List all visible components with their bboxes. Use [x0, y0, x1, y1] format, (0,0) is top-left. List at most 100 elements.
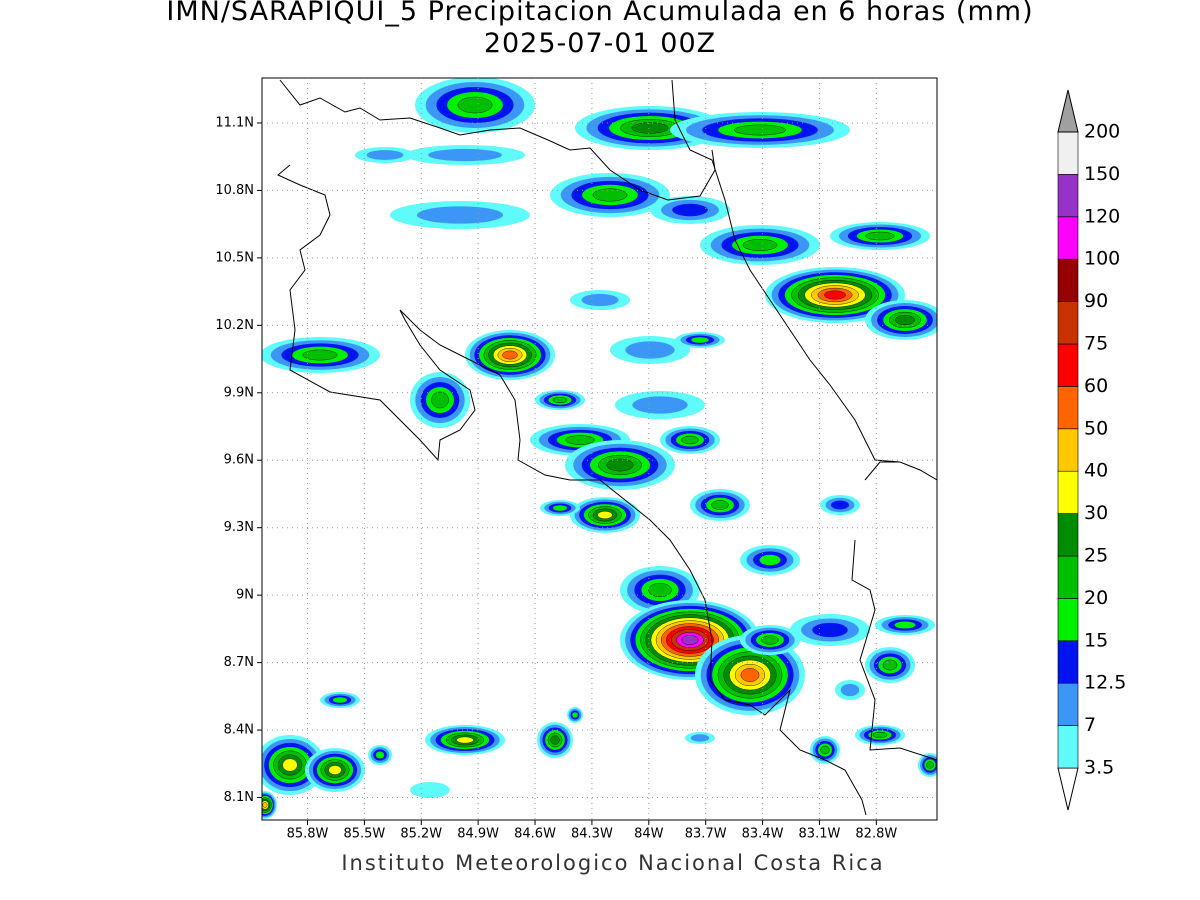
- coastline: [671, 79, 937, 481]
- y-tick-label: 10.2N: [215, 318, 254, 333]
- precip-contour: [894, 621, 916, 629]
- coastline: [864, 461, 900, 481]
- colorbar-label: 40: [1084, 460, 1108, 482]
- precip-contour: [552, 396, 568, 404]
- precip-contour: [550, 735, 560, 745]
- precip-contour: [691, 337, 709, 343]
- precip-contour: [831, 500, 849, 510]
- colorbar: 3.5 7 12.5 15 20 25 30 40 50 60 75 90 100 120 150 200: [1057, 89, 1126, 811]
- x-tick-label: 83.4W: [742, 827, 784, 842]
- colorbar-label: 60: [1084, 375, 1108, 397]
- precip-contour: [302, 349, 338, 361]
- colorbar-below: [1057, 767, 1079, 811]
- y-tick-label: 9N: [236, 588, 254, 603]
- colorbar-box: [1057, 470, 1079, 514]
- precip-contour: [502, 350, 518, 360]
- colorbar-above: [1057, 89, 1079, 133]
- precip-contour: [328, 765, 342, 775]
- colorbar-box: [1057, 555, 1079, 599]
- precip-contour: [428, 148, 502, 162]
- y-tick-label: 8.1N: [224, 790, 254, 805]
- precip-contour: [553, 505, 567, 511]
- y-tick-label: 9.3N: [224, 520, 254, 535]
- colorbar-label: 12.5: [1084, 672, 1126, 694]
- colorbar-label: 15: [1084, 629, 1108, 651]
- colorbar-label: 30: [1084, 502, 1108, 524]
- colorbar-label: 90: [1084, 290, 1108, 312]
- footer: Instituto Meteorologico Nacional Costa R…: [341, 851, 884, 875]
- precip-contour: [631, 122, 669, 134]
- y-tick-label: 11.1N: [215, 115, 254, 130]
- precip-contour: [681, 635, 699, 645]
- colorbar-box: [1057, 513, 1079, 557]
- precip-contour: [740, 668, 760, 682]
- y-tick-label: 10.5N: [215, 250, 254, 265]
- y-tick-label: 9.9N: [224, 385, 254, 400]
- colorbar-label: 120: [1084, 205, 1120, 227]
- map-frame: [261, 77, 938, 821]
- precip-contour: [648, 582, 672, 598]
- y-tick-label: 10.8N: [215, 183, 254, 198]
- colorbar-box: [1057, 598, 1079, 642]
- precip-contour: [820, 745, 830, 755]
- colorbar-box: [1057, 216, 1079, 260]
- precip-contour: [366, 150, 404, 160]
- precip-contour: [625, 341, 675, 359]
- colorbar-label: 50: [1084, 417, 1108, 439]
- precip-field: [262, 78, 937, 819]
- colorbar-box: [1057, 301, 1079, 345]
- axes: 85.8W 85.5W 85.2W 84.9W 84.6W 84.3W 84W 83.7W 83…: [215, 78, 937, 842]
- colorbar-box: [1057, 725, 1079, 769]
- precip-contour: [895, 314, 915, 326]
- x-tick-label: 82.8W: [855, 827, 897, 842]
- x-tick-label: 83.1W: [799, 827, 841, 842]
- precip-contour: [840, 683, 860, 697]
- precip-contour: [606, 458, 634, 472]
- colorbar-box: [1057, 640, 1079, 684]
- x-tick-label: 83.7W: [685, 827, 727, 842]
- precip-contour: [690, 734, 710, 742]
- x-tick-label: 84.6W: [514, 827, 556, 842]
- precip-contour: [926, 761, 934, 769]
- precip-contour: [416, 206, 504, 224]
- colorbar-box: [1057, 428, 1079, 472]
- precip-contour: [572, 712, 578, 718]
- precip-contour: [761, 635, 779, 645]
- coastline: [279, 79, 716, 201]
- precip-contour: [282, 758, 298, 772]
- precip-contour: [262, 802, 268, 808]
- precip-contour: [431, 391, 449, 409]
- colorbar-box: [1057, 682, 1079, 726]
- y-tick-label: 8.4N: [224, 723, 254, 738]
- precip-contour: [759, 554, 781, 566]
- precip-contour: [581, 293, 619, 307]
- colorbar-box: [1057, 131, 1079, 175]
- colorbar-box: [1057, 386, 1079, 430]
- precip-contour: [410, 782, 450, 798]
- coastlines: [277, 79, 937, 816]
- colorbar-label: 25: [1084, 545, 1108, 567]
- precip-contour: [375, 751, 385, 759]
- precip-contour: [672, 203, 708, 217]
- colorbar-label: 150: [1084, 163, 1120, 185]
- colorbar-label: 3.5: [1084, 757, 1114, 779]
- x-tick-label: 85.5W: [343, 827, 385, 842]
- coastline: [277, 164, 867, 816]
- colorbar-label: 20: [1084, 587, 1108, 609]
- precip-contour: [632, 396, 688, 414]
- precip-contour: [734, 124, 786, 136]
- x-tick-label: 84.3W: [571, 827, 613, 842]
- precip-contour: [865, 231, 895, 241]
- x-tick-label: 84W: [634, 827, 664, 842]
- colorbar-box: [1057, 343, 1079, 387]
- x-tick-label: 85.8W: [287, 827, 329, 842]
- precip-contour: [597, 511, 613, 519]
- precip-contour: [333, 697, 347, 703]
- y-tick-label: 8.7N: [224, 655, 254, 670]
- precip-contour: [872, 731, 888, 739]
- precip-contour: [824, 290, 846, 300]
- title: IMN/SARAPIQUI_5 Precipitacion Acumulada …: [166, 0, 1033, 27]
- precip-contour: [711, 500, 729, 510]
